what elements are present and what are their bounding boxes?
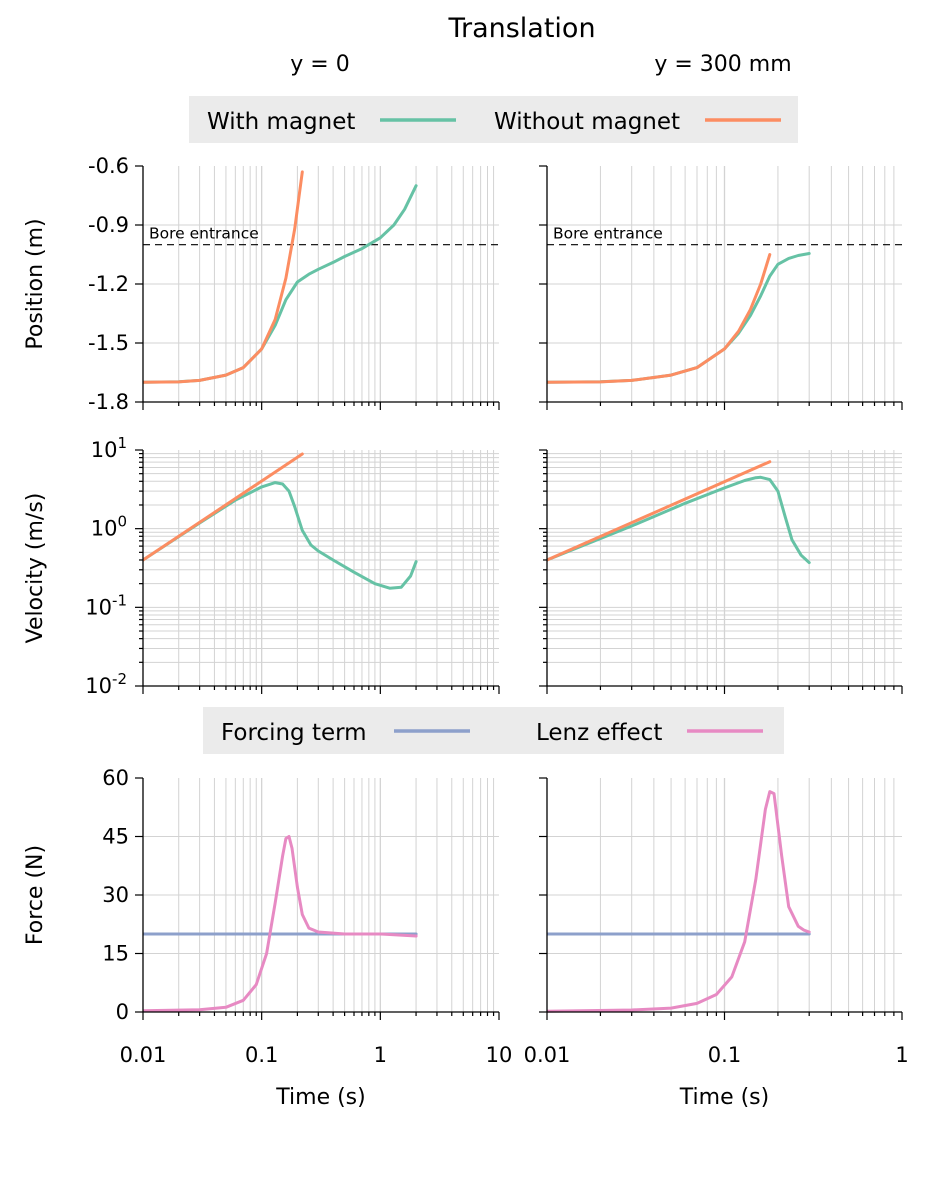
series-line-with-magnet [547,475,811,565]
series-group [143,835,418,1013]
series-line-without-magnet [143,452,304,562]
series-group [547,790,811,1013]
panel-velocity-right [539,449,903,694]
y-axis-label: Force (N) [23,845,48,945]
y-tick-label: 15 [102,942,129,966]
bore-entrance-label: Bore entrance [149,225,259,243]
y-tick-label: -0.6 [88,154,129,178]
y-grid [143,224,499,344]
x-axis-label: Time (s) [679,1085,769,1110]
series-line-with-magnet [547,252,811,384]
axes [135,449,500,694]
series-line-without-magnet [547,460,772,562]
y-tick-label: -1.5 [88,331,129,355]
series-line-without-magnet [547,253,772,384]
panel-velocity-left: 10-2 10-1 100 101 Velocity (m/s) [23,434,500,698]
y-tick-label: -1.2 [88,272,129,296]
x-tick-label: 0.01 [524,1043,571,1067]
x-tick-label: 1 [895,1043,908,1067]
column-title-right: y = 300 mm [654,52,791,77]
legend-label-with-magnet: With magnet [207,109,355,135]
axes [539,777,903,1020]
series-line-with-magnet [143,481,418,590]
y-grid [547,453,902,663]
legend-label-lenz-effect: Lenz effect [536,720,662,746]
x-tick-label: 10 [486,1043,513,1067]
panel-force-right: 0.01 0.1 1 Time (s) [524,777,909,1110]
axes [135,777,500,1020]
column-title-left: y = 0 [290,52,349,77]
chart-panels: Bore entrance -0.6 -0.9 -1.2 -1.5 -1.8 Positio… [23,154,909,1110]
series-group [547,252,811,384]
y-tick-label: 30 [102,883,129,907]
y-tick-label: 101 [91,434,127,462]
y-grid [143,836,499,954]
legend-bottom: Forcing term Lenz effect [203,707,784,754]
series-group [143,452,418,590]
series-group [547,460,811,565]
x-tick-label: 0.01 [120,1043,167,1067]
axes [539,449,903,694]
x-grid [178,450,495,686]
panel-position-left: Bore entrance -0.6 -0.9 -1.2 -1.5 -1.8 Positio… [23,154,500,414]
bore-entrance-label: Bore entrance [553,225,663,243]
y-grid [143,453,499,663]
x-axis-label: Time (s) [275,1085,365,1110]
x-tick-label: 0.1 [708,1043,741,1067]
legend-label-forcing-term: Forcing term [221,720,367,746]
y-tick-label: 60 [102,766,129,790]
axes [539,165,903,410]
y-axis-label: Velocity (m/s) [23,493,48,644]
panel-position-right: Bore entrance [539,165,903,410]
y-tick-label: -0.9 [88,213,129,237]
y-tick-label: 10-1 [85,591,127,619]
series-group [143,170,418,384]
legend-label-without-magnet: Without magnet [494,109,680,135]
legend-top: With magnet Without magnet [189,96,798,143]
panel-force-left: 60 45 30 15 0 Force (N) 0.01 0.1 1 10 Time (s) [23,766,512,1110]
axes [135,165,500,410]
y-tick-label: 10-2 [85,670,127,698]
series-line-lenz-effect [143,835,418,1013]
y-tick-label: 0 [116,1000,129,1024]
x-tick-label: 0.1 [245,1043,278,1067]
series-line-without-magnet [143,170,304,384]
series-line-lenz-effect [547,790,811,1013]
y-grid [547,836,902,954]
y-grid [547,224,902,344]
x-tick-label: 1 [374,1043,387,1067]
y-tick-label: -1.8 [88,390,129,414]
y-tick-label: 45 [102,825,129,849]
x-grid [599,450,895,686]
y-tick-label: 100 [91,513,127,541]
figure-title: Translation [447,13,595,44]
y-axis-label: Position (m) [23,218,48,349]
legend-top-background [189,96,798,143]
